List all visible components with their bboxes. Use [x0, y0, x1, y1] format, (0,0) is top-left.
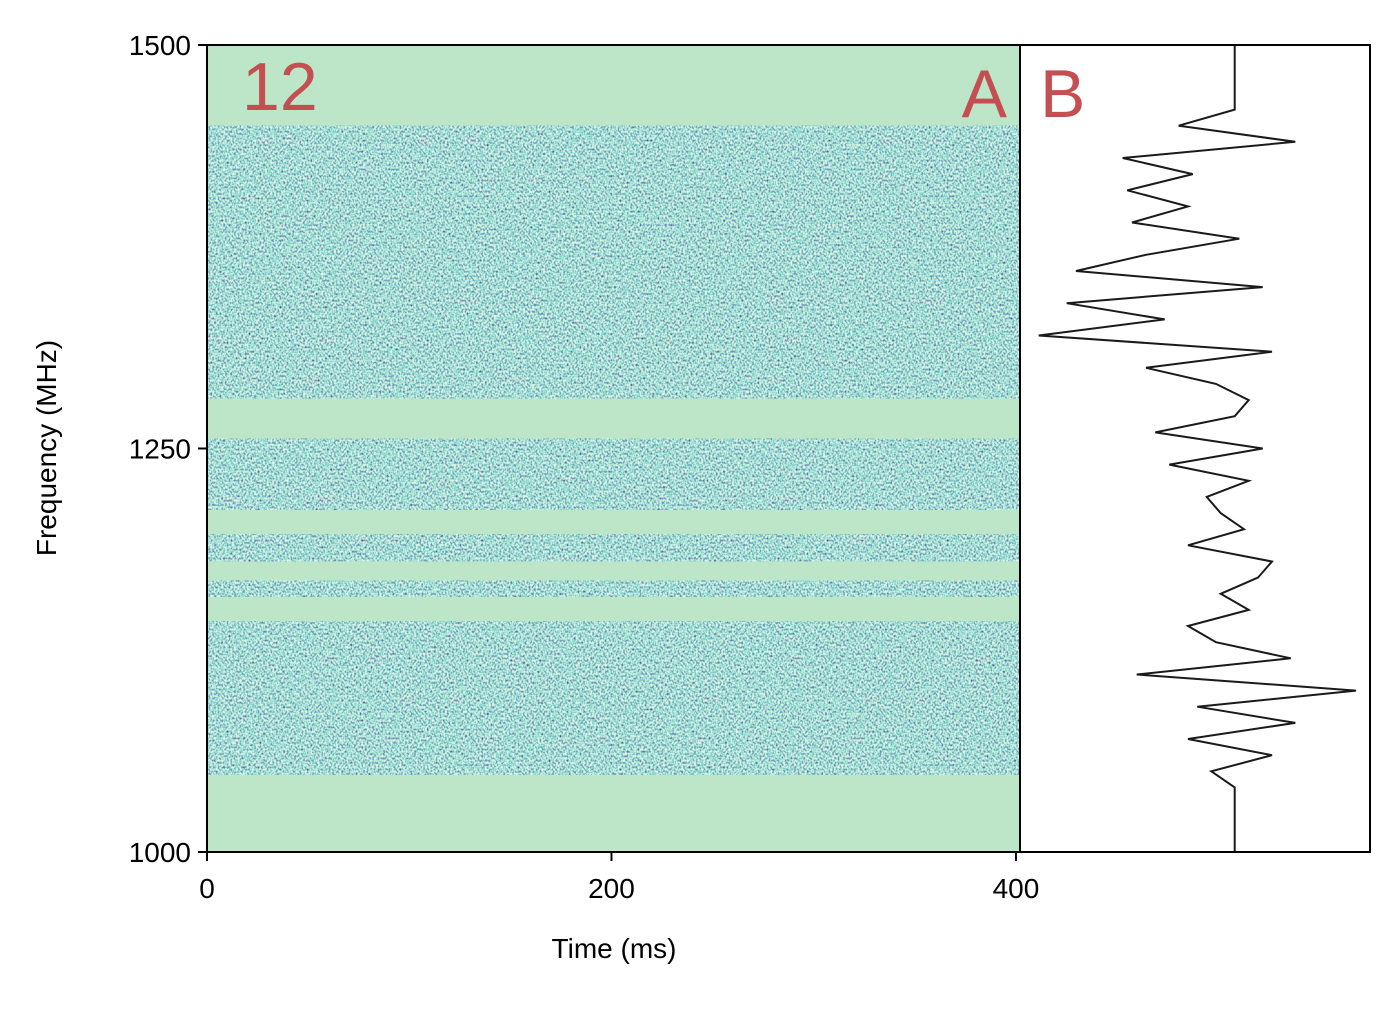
data-band	[207, 621, 1020, 775]
x-tick-label: 200	[588, 873, 635, 904]
panel-b: B	[1019, 44, 1371, 853]
y-tick-label: 1000	[129, 837, 191, 868]
spectrum-line	[1038, 45, 1357, 852]
data-band	[207, 438, 1020, 510]
panel-frame	[1019, 44, 1371, 853]
annotation: B	[1040, 56, 1085, 132]
panel-a: 0 200 400 1000 1250 1500 12 A	[129, 30, 1040, 904]
annotation: A	[962, 56, 1008, 132]
x-tick-label: 0	[199, 873, 215, 904]
y-axis-label: Frequency (MHz)	[31, 340, 62, 556]
y-tick-label: 1250	[129, 434, 191, 465]
y-tick-label: 1500	[129, 30, 191, 61]
data-band	[207, 125, 1020, 399]
data-band	[207, 580, 1020, 597]
x-tick-label: 400	[993, 873, 1040, 904]
x-axis-label: Time (ms)	[552, 933, 677, 964]
data-band	[207, 534, 1020, 562]
annotation: 12	[242, 49, 318, 125]
